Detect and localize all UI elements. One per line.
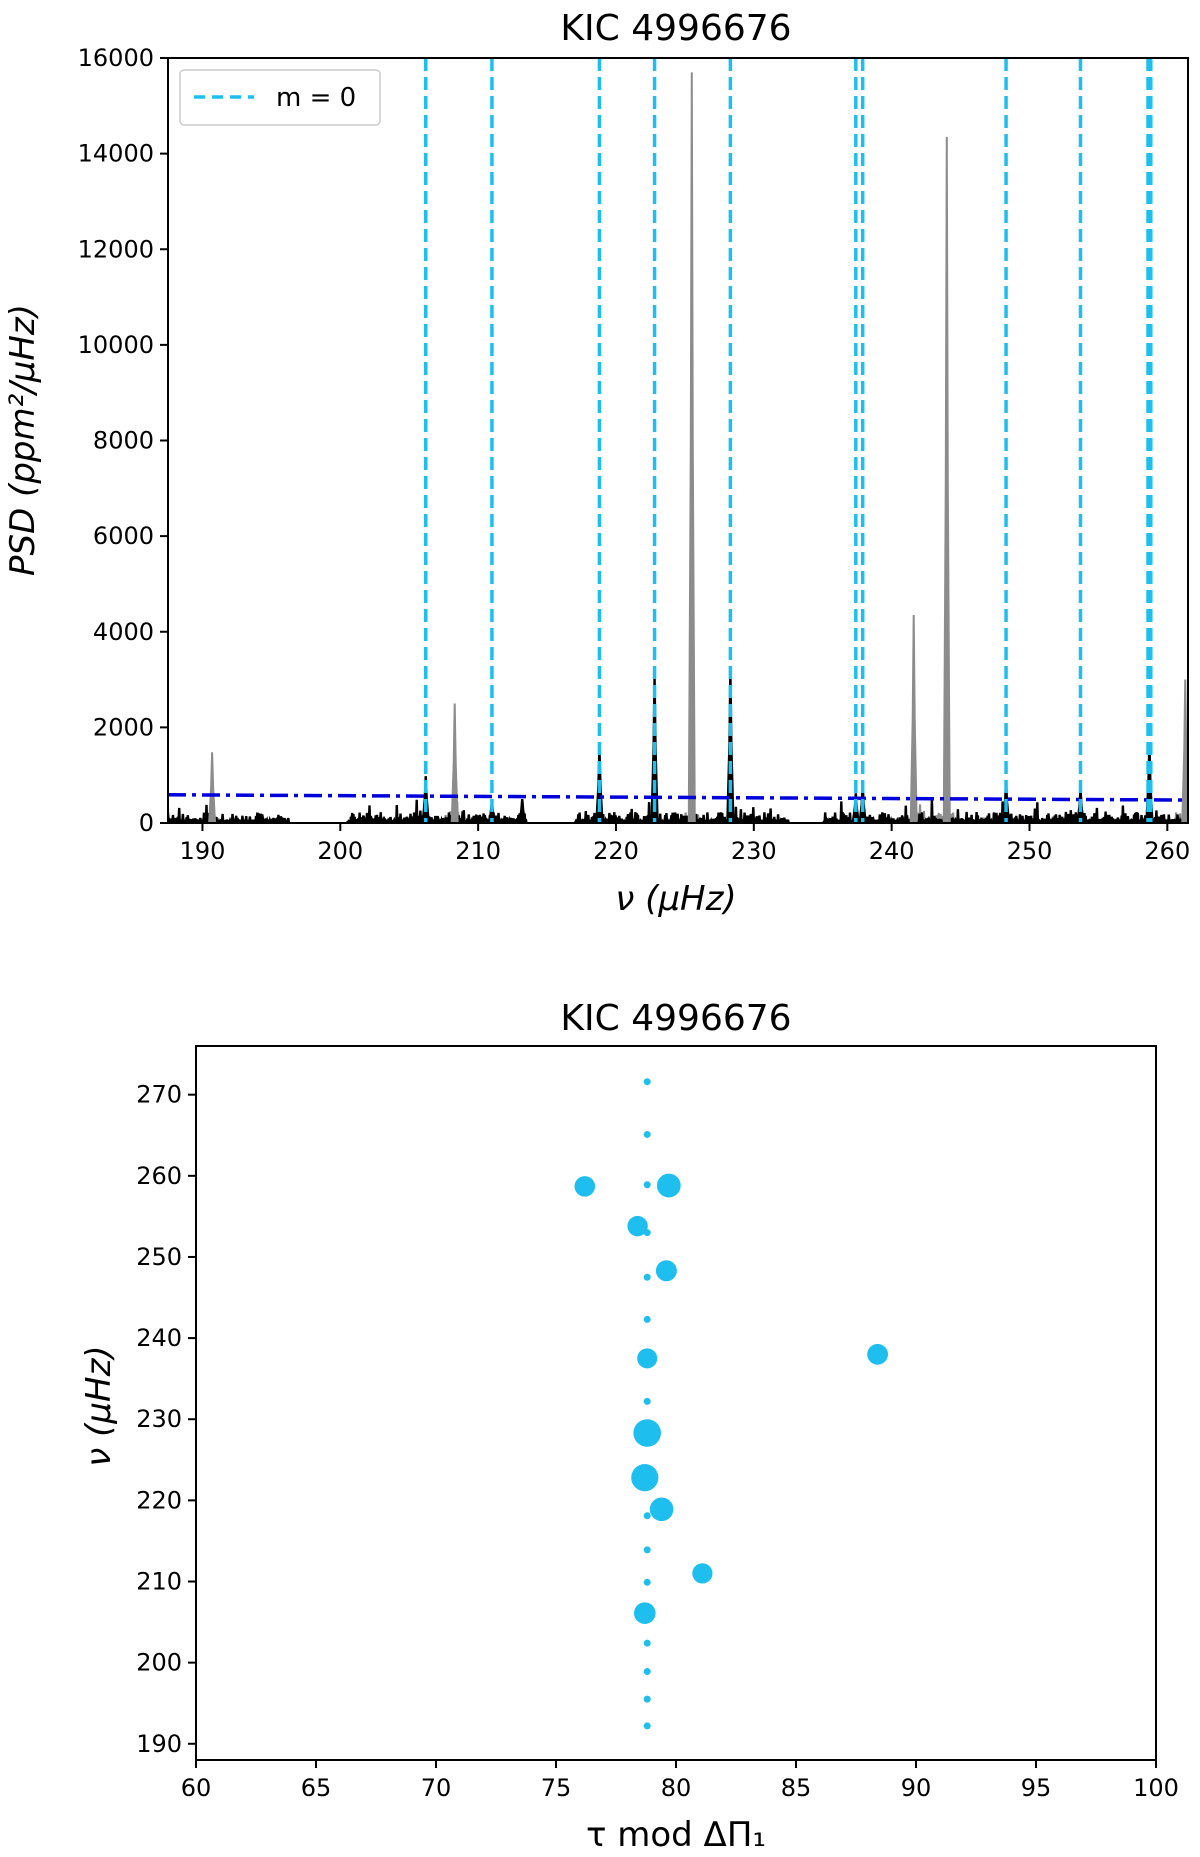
psd-y-tick-label: 0 bbox=[139, 809, 154, 837]
echelle-x-tick-label: 95 bbox=[1021, 1774, 1052, 1802]
echelle-y-tick-label: 190 bbox=[136, 1730, 182, 1758]
echelle-model-point bbox=[643, 1315, 651, 1323]
echelle-model-point bbox=[643, 1078, 651, 1086]
echelle-model-point bbox=[643, 1695, 651, 1703]
psd-peak-other-1 bbox=[450, 703, 459, 823]
psd-x-tick-label: 230 bbox=[731, 837, 777, 865]
echelle-y-tick-label: 260 bbox=[136, 1162, 182, 1190]
echelle-x-tick-label: 65 bbox=[301, 1774, 332, 1802]
echelle-y-tick-label: 220 bbox=[136, 1486, 182, 1514]
psd-peak-other-3 bbox=[909, 615, 918, 823]
echelle-observed-point bbox=[637, 1348, 658, 1369]
psd-legend: m = 0 bbox=[179, 69, 381, 126]
psd-noise-segment-2 bbox=[573, 802, 790, 823]
psd-y-tick-label: 10000 bbox=[78, 331, 154, 359]
psd-x-axis-label: ν (μHz) bbox=[615, 879, 736, 919]
echelle-observed-point bbox=[692, 1563, 713, 1584]
echelle-model-point bbox=[643, 1668, 651, 1676]
echelle-model-point bbox=[643, 1130, 651, 1138]
echelle-x-tick-label: 90 bbox=[901, 1774, 932, 1802]
echelle-plot-area bbox=[574, 1078, 888, 1730]
psd-y-tick-label: 4000 bbox=[93, 618, 154, 646]
legend-box bbox=[179, 69, 381, 126]
echelle-y-tick-label: 210 bbox=[136, 1568, 182, 1596]
echelle-x-tick-label: 60 bbox=[181, 1774, 212, 1802]
echelle-y-axis: 190 200 210 220 230 240 250 260 270 bbox=[136, 1081, 196, 1758]
psd-y-axis: 0 2000 4000 6000 8000 10000 12000 14000 16000 bbox=[78, 44, 168, 837]
psd-x-tick-label: 190 bbox=[180, 837, 226, 865]
echelle-observed-point bbox=[656, 1173, 681, 1198]
psd-y-tick-label: 6000 bbox=[93, 522, 154, 550]
echelle-x-axis: 60 65 70 75 80 85 90 95 100 bbox=[181, 1760, 1179, 1802]
echelle-observed-point bbox=[574, 1176, 596, 1197]
psd-plot-area bbox=[168, 58, 1188, 823]
psd-y-tick-label: 8000 bbox=[93, 427, 154, 455]
psd-peak-selected-2 bbox=[518, 798, 527, 823]
echelle-model-point bbox=[643, 1397, 651, 1405]
echelle-x-tick-label: 80 bbox=[661, 1774, 692, 1802]
echelle-y-tick-label: 270 bbox=[136, 1081, 182, 1109]
psd-peak-other-0 bbox=[208, 752, 217, 823]
echelle-model-point bbox=[643, 1512, 651, 1520]
psd-y-axis-label: PSD (ppm²/μHz) bbox=[3, 304, 43, 576]
echelle-model-point bbox=[643, 1546, 651, 1554]
echelle-y-axis-label: ν (μHz) bbox=[79, 1345, 119, 1466]
psd-peak-other-5 bbox=[1181, 679, 1188, 823]
echelle-observed-point bbox=[633, 1419, 661, 1447]
psd-x-tick-label: 210 bbox=[455, 837, 501, 865]
psd-y-tick-label: 12000 bbox=[78, 235, 154, 263]
echelle-x-tick-label: 75 bbox=[541, 1774, 572, 1802]
echelle-x-tick-label: 100 bbox=[1133, 1774, 1179, 1802]
echelle-observed-point bbox=[649, 1497, 674, 1522]
psd-peak-other-4 bbox=[942, 136, 951, 823]
echelle-x-axis-label: τ mod ΔΠ₁ bbox=[586, 1815, 766, 1855]
psd-noise-segment-1 bbox=[346, 799, 528, 823]
psd-chart-title: KIC 4996676 bbox=[560, 8, 791, 49]
echelle-model-point bbox=[643, 1639, 651, 1647]
psd-y-tick-label: 14000 bbox=[78, 140, 154, 168]
psd-peak-other-2 bbox=[687, 72, 696, 823]
psd-x-tick-label: 220 bbox=[593, 837, 639, 865]
echelle-plot-background bbox=[196, 1046, 1156, 1760]
echelle-observed-point bbox=[631, 1464, 659, 1492]
echelle-observed-point bbox=[634, 1602, 656, 1624]
echelle-chart-title: KIC 4996676 bbox=[560, 998, 791, 1039]
psd-x-tick-label: 260 bbox=[1144, 837, 1190, 865]
echelle-x-tick-label: 85 bbox=[781, 1774, 812, 1802]
echelle-model-point bbox=[643, 1181, 651, 1189]
echelle-y-tick-label: 240 bbox=[136, 1324, 182, 1352]
echelle-x-tick-label: 70 bbox=[421, 1774, 452, 1802]
psd-panel: KIC 4996676 190 200 210 220 230 240 250 260 0 20… bbox=[3, 8, 1190, 919]
echelle-model-point bbox=[643, 1273, 651, 1281]
echelle-y-tick-label: 200 bbox=[136, 1649, 182, 1677]
echelle-model-point bbox=[643, 1578, 651, 1586]
psd-background-fit bbox=[168, 793, 1188, 802]
psd-x-axis: 190 200 210 220 230 240 250 260 bbox=[180, 823, 1190, 865]
psd-y-tick-label: 16000 bbox=[78, 44, 154, 72]
echelle-panel: KIC 4996676 60 65 70 75 80 85 90 95 100 190 200 21… bbox=[79, 998, 1179, 1855]
psd-y-tick-label: 2000 bbox=[93, 713, 154, 741]
legend-label-m0: m = 0 bbox=[276, 83, 356, 113]
echelle-y-tick-label: 250 bbox=[136, 1243, 182, 1271]
psd-plot-background bbox=[168, 58, 1188, 823]
echelle-observed-point bbox=[655, 1260, 677, 1282]
psd-x-tick-label: 240 bbox=[869, 837, 915, 865]
echelle-y-tick-label: 230 bbox=[136, 1405, 182, 1433]
psd-x-tick-label: 200 bbox=[317, 837, 363, 865]
echelle-model-point bbox=[643, 1722, 651, 1730]
psd-x-tick-label: 250 bbox=[1007, 837, 1053, 865]
echelle-observed-point bbox=[627, 1215, 648, 1237]
echelle-observed-point bbox=[867, 1343, 888, 1365]
